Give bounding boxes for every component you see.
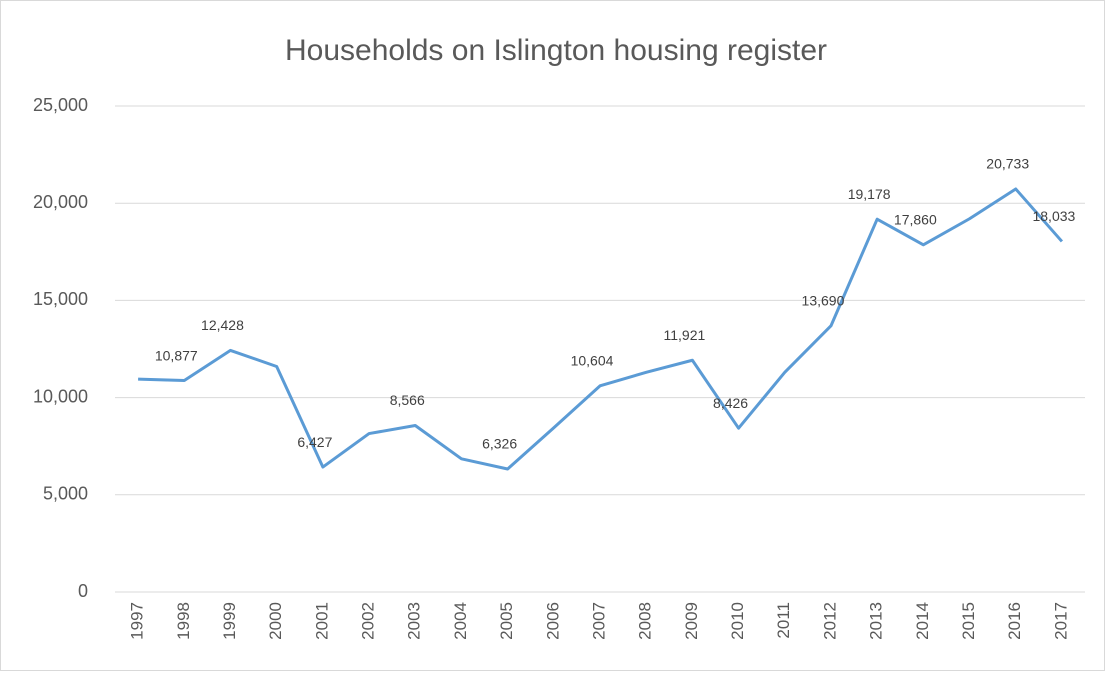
y-tick-label: 25,000: [33, 95, 88, 115]
x-tick-label: 2001: [312, 602, 331, 640]
x-tick-label: 2010: [728, 602, 747, 640]
x-tick-label: 2007: [589, 602, 608, 640]
line: [138, 187, 1064, 471]
x-tick-label: 2006: [543, 602, 562, 640]
data-label: 8,566: [390, 392, 425, 408]
x-tick-label: 2005: [497, 602, 516, 640]
y-tick-label: 0: [78, 581, 88, 601]
x-tick-label: 2009: [682, 602, 701, 640]
x-tick-label: 2004: [451, 602, 470, 640]
data-label: 20,733: [986, 156, 1029, 172]
x-tick-label: 1998: [174, 602, 193, 640]
data-label: 13,690: [802, 293, 845, 309]
y-tick-label: 5,000: [43, 484, 88, 504]
x-tick-label: 2017: [1051, 602, 1070, 640]
y-tick-label: 10,000: [33, 386, 88, 406]
data-label: 11,921: [663, 327, 705, 343]
data-label: 17,860: [894, 212, 937, 228]
data-label: 10,877: [155, 347, 198, 363]
data-label: 12,428: [201, 317, 244, 333]
data-label: 8,426: [713, 395, 748, 411]
x-tick-label: 2013: [867, 602, 886, 640]
y-tick-label: 20,000: [33, 192, 88, 212]
x-tick-label: 2014: [913, 602, 932, 640]
data-label: 19,178: [848, 186, 891, 202]
x-tick-label: 2008: [636, 602, 655, 640]
x-tick-label: 2003: [405, 602, 424, 640]
data-label: 6,427: [297, 434, 332, 450]
x-tick-label: 1999: [220, 602, 239, 640]
x-tick-label: 2000: [266, 602, 285, 640]
x-tick-label: 2011: [774, 602, 793, 639]
x-tick-label: 2012: [820, 602, 839, 640]
x-tick-label: 1997: [128, 602, 147, 640]
x-tick-label: 2016: [1005, 602, 1024, 640]
data-label: 18,033: [1032, 208, 1075, 224]
x-tick-label: 2015: [959, 602, 978, 640]
y-tick-label: 15,000: [33, 289, 88, 309]
data-label: 10,604: [571, 353, 614, 369]
chart-title: Households on Islington housing register: [285, 34, 827, 67]
x-tick-label: 2002: [359, 602, 378, 640]
data-label: 6,326: [482, 436, 517, 452]
